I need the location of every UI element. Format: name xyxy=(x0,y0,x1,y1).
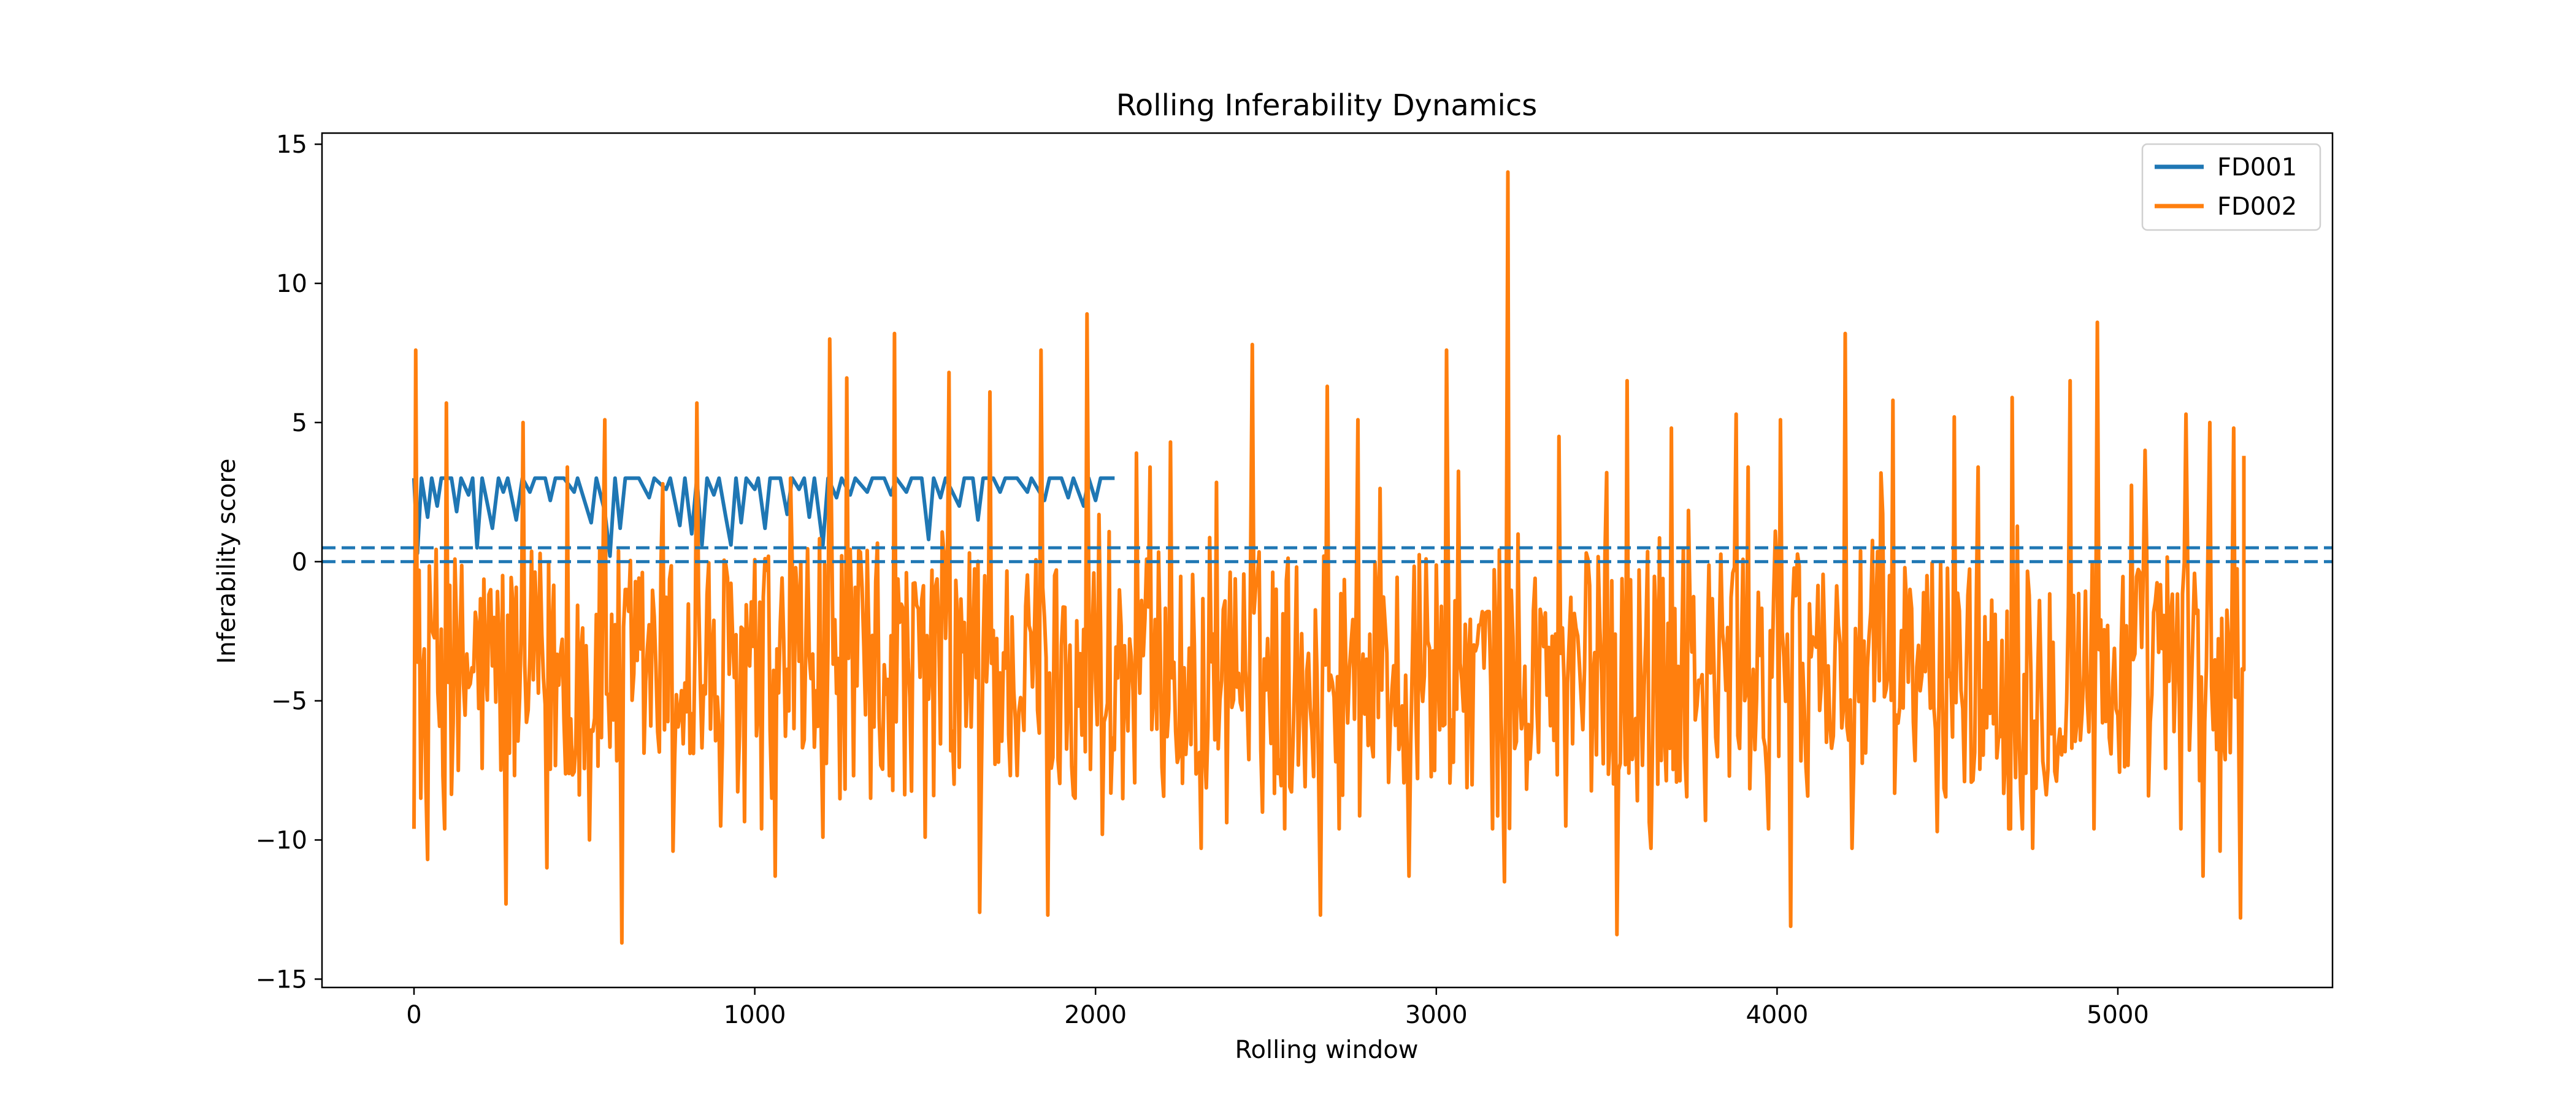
y-tick-label: 5 xyxy=(292,409,307,437)
y-tick-label: −5 xyxy=(271,688,307,716)
y-tick-label: −15 xyxy=(256,965,307,994)
series-line-fd002 xyxy=(412,170,2246,945)
series-line-fd001 xyxy=(412,476,1115,558)
y-tick-label: 10 xyxy=(276,270,307,298)
legend: FD001 FD002 xyxy=(2141,143,2321,231)
legend-label-fd001: FD001 xyxy=(2217,153,2297,182)
x-tick-label: 1000 xyxy=(724,1001,786,1029)
y-tick-label: −10 xyxy=(256,827,307,855)
y-tick-label: 15 xyxy=(276,131,307,159)
x-tick-label: 5000 xyxy=(2087,1001,2149,1029)
plot-area xyxy=(322,170,2333,945)
legend-label-fd002: FD002 xyxy=(2217,193,2297,221)
x-axis-title: Rolling window xyxy=(1235,1036,1418,1064)
x-tick-label: 0 xyxy=(406,1001,421,1029)
y-axis-title: Inferability score xyxy=(213,458,241,664)
axes: 0 1000 2000 3000 4000 5000 15 10 5 0 −5 −10 −15 xyxy=(256,131,2334,1029)
x-tick-label: 2000 xyxy=(1064,1001,1127,1029)
x-tick-label: 4000 xyxy=(1746,1001,1808,1029)
x-tick-label: 3000 xyxy=(1405,1001,1468,1029)
y-tick-label: 0 xyxy=(292,548,307,577)
axes-frame xyxy=(321,132,2334,989)
chart-title: Rolling Inferability Dynamics xyxy=(1116,88,1538,123)
